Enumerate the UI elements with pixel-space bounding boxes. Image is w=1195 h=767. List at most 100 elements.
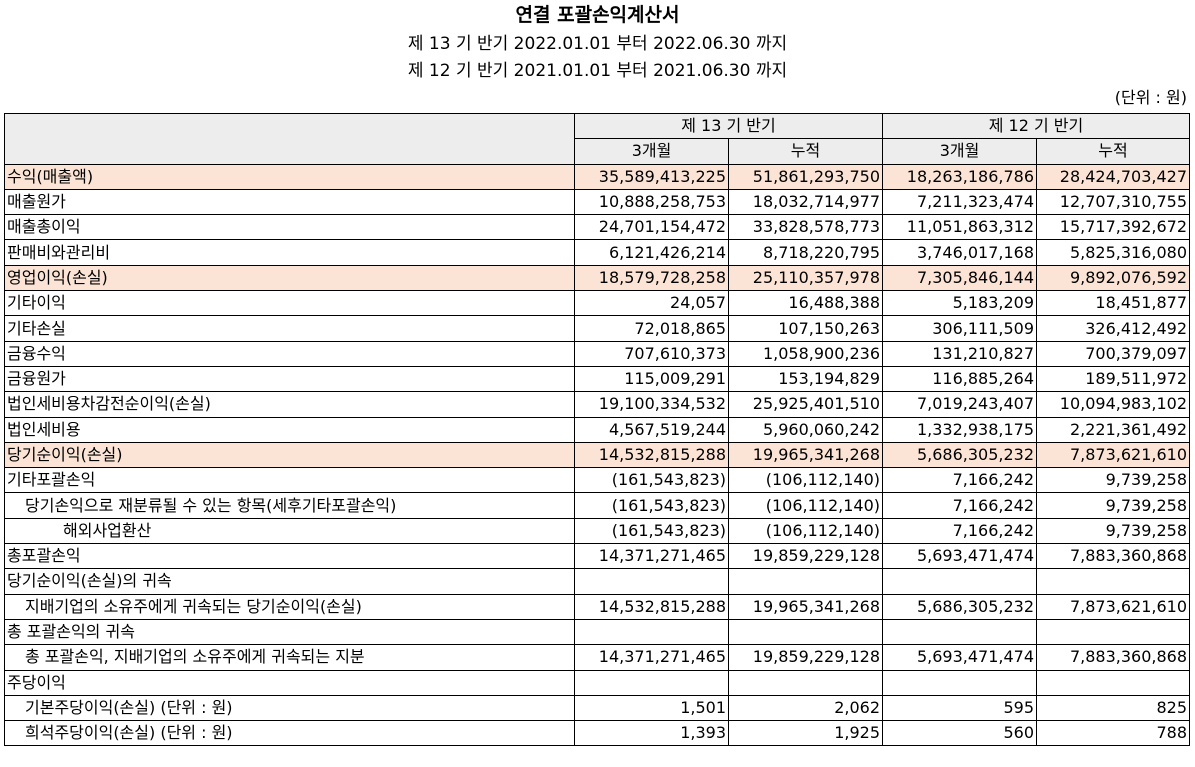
row-label: 금융원가 — [4, 365, 575, 393]
cell-value — [728, 669, 883, 696]
cell-value — [1036, 568, 1190, 595]
cell-value: 5,960,060,242 — [728, 416, 883, 443]
cell-value: 18,263,186,786 — [882, 163, 1037, 190]
cell-value: 19,859,229,128 — [728, 644, 883, 671]
cell-value: 560 — [882, 720, 1037, 747]
cell-value — [882, 568, 1037, 595]
table-row: 총 포괄손익, 지배기업의 소유주에게 귀속되는 지분 14,371,271,4… — [4, 644, 1190, 671]
cell-value: 51,861,293,750 — [728, 163, 883, 190]
cell-value: (106,112,140) — [728, 492, 883, 519]
cell-value: 5,686,305,232 — [882, 593, 1037, 620]
header-row-subcolumns: 3개월 누적 3개월 누적 — [5, 138, 1190, 165]
row-label: 해외사업환산 — [4, 517, 575, 545]
row-label: 매출총이익 — [4, 214, 575, 241]
cell-value: (161,543,823) — [574, 467, 729, 494]
header-current-period: 제 13 기 반기 — [574, 112, 883, 140]
cell-value — [1036, 618, 1190, 646]
cell-value — [728, 618, 883, 646]
table-row: 주당이익 — [4, 669, 1190, 696]
row-label: 당기순이익(손실)의 귀속 — [4, 568, 575, 595]
row-label: 기타포괄손익 — [4, 467, 575, 494]
header-prior-3month: 3개월 — [882, 138, 1037, 165]
cell-value: 8,718,220,795 — [728, 239, 883, 266]
cell-value: 7,166,242 — [882, 517, 1037, 545]
cell-value: 189,511,972 — [1036, 365, 1190, 393]
cell-value: 825 — [1036, 694, 1190, 722]
cell-value: 1,058,900,236 — [728, 340, 883, 367]
cell-value: 33,828,578,773 — [728, 214, 883, 241]
statement-title: 연결 포괄손익계산서 — [515, 4, 680, 26]
cell-value: 115,009,291 — [574, 365, 729, 393]
cell-value: 19,100,334,532 — [574, 391, 729, 418]
row-label: 수익(매출액) — [4, 163, 575, 190]
table-row: 영업이익(손실) 18,579,728,258 25,110,357,978 7… — [4, 264, 1190, 292]
row-label: 판매비와관리비 — [4, 239, 575, 266]
table-row: 수익(매출액) 35,589,413,225 51,861,293,750 18… — [4, 163, 1190, 190]
table-row: 해외사업환산 (161,543,823) (106,112,140) 7,166… — [4, 517, 1190, 545]
table-row: 법인세비용 4,567,519,244 5,960,060,242 1,332,… — [4, 416, 1190, 443]
table-row: 당기손익으로 재분류될 수 있는 항목(세후기타포괄손익) (161,543,8… — [4, 492, 1190, 519]
row-label: 매출원가 — [4, 188, 575, 216]
cell-value: 5,183,209 — [882, 290, 1037, 317]
table-row: 금융수익 707,610,373 1,058,900,236 131,210,8… — [4, 340, 1190, 367]
cell-value: 7,166,242 — [882, 492, 1037, 519]
cell-value: 326,412,492 — [1036, 315, 1190, 342]
row-label: 영업이익(손실) — [4, 264, 575, 292]
cell-value: 5,825,316,080 — [1036, 239, 1190, 266]
row-label: 지배기업의 소유주에게 귀속되는 당기순이익(손실) — [4, 593, 575, 620]
row-label: 당기손익으로 재분류될 수 있는 항목(세후기타포괄손익) — [4, 492, 575, 519]
table-row: 총 포괄손익의 귀속 — [4, 618, 1190, 646]
cell-value: 707,610,373 — [574, 340, 729, 367]
cell-value — [882, 669, 1037, 696]
cell-value: 11,051,863,312 — [882, 214, 1037, 241]
cell-value: 18,579,728,258 — [574, 264, 729, 292]
cell-value: 12,707,310,755 — [1036, 188, 1190, 216]
cell-value: 3,746,017,168 — [882, 239, 1037, 266]
cell-value: 595 — [882, 694, 1037, 722]
table-row: 당기순이익(손실)의 귀속 — [4, 568, 1190, 595]
cell-value: 4,567,519,244 — [574, 416, 729, 443]
cell-value: 6,121,426,214 — [574, 239, 729, 266]
cell-value: 19,965,341,268 — [728, 593, 883, 620]
cell-value: 18,451,877 — [1036, 290, 1190, 317]
row-label: 법인세비용차감전순이익(손실) — [4, 391, 575, 418]
cell-value: 72,018,865 — [574, 315, 729, 342]
header-prior-period: 제 12 기 반기 — [882, 112, 1190, 140]
cell-value: 7,883,360,868 — [1036, 644, 1190, 671]
cell-value: 14,371,271,465 — [574, 644, 729, 671]
row-label: 금융수익 — [4, 340, 575, 367]
header-current-cumulative: 누적 — [728, 138, 883, 165]
table-row: 기타포괄손익 (161,543,823) (106,112,140) 7,166… — [4, 467, 1190, 494]
row-label: 희석주당이익(손실) (단위 : 원) — [4, 720, 575, 747]
table-row: 법인세비용차감전순이익(손실) 19,100,334,532 25,925,40… — [4, 391, 1190, 418]
income-statement-table: 제 13 기 반기 제 12 기 반기 3개월 누적 3개월 누적 수익(매출액… — [4, 112, 1190, 747]
cell-value: 5,686,305,232 — [882, 441, 1037, 469]
cell-value — [728, 568, 883, 595]
cell-value: 306,111,509 — [882, 315, 1037, 342]
cell-value — [574, 568, 729, 595]
row-label: 주당이익 — [4, 669, 575, 696]
cell-value: 14,532,815,288 — [574, 441, 729, 469]
header-blank-cell — [4, 113, 575, 165]
cell-value: 10,094,983,102 — [1036, 391, 1190, 418]
cell-value: 1,925 — [728, 720, 883, 747]
cell-value: 19,859,229,128 — [728, 543, 883, 570]
table-row: 금융원가 115,009,291 153,194,829 116,885,264… — [4, 365, 1190, 393]
cell-value: 28,424,703,427 — [1036, 163, 1190, 190]
cell-value: 9,892,076,592 — [1036, 264, 1190, 292]
cell-value: 153,194,829 — [728, 365, 883, 393]
row-label: 총포괄손익 — [4, 543, 575, 570]
cell-value: 1,501 — [574, 694, 729, 722]
row-label: 법인세비용 — [4, 416, 575, 443]
cell-value: 5,693,471,474 — [882, 543, 1037, 570]
row-label: 총 포괄손익, 지배기업의 소유주에게 귀속되는 지분 — [4, 644, 575, 671]
cell-value: 25,110,357,978 — [728, 264, 883, 292]
row-label: 기타손실 — [4, 315, 575, 342]
table-row: 지배기업의 소유주에게 귀속되는 당기순이익(손실) 14,532,815,28… — [4, 593, 1190, 620]
cell-value: 1,393 — [574, 720, 729, 747]
cell-value — [1036, 669, 1190, 696]
row-label: 기본주당이익(손실) (단위 : 원) — [4, 694, 575, 722]
cell-value: 2,062 — [728, 694, 883, 722]
cell-value: 7,883,360,868 — [1036, 543, 1190, 570]
